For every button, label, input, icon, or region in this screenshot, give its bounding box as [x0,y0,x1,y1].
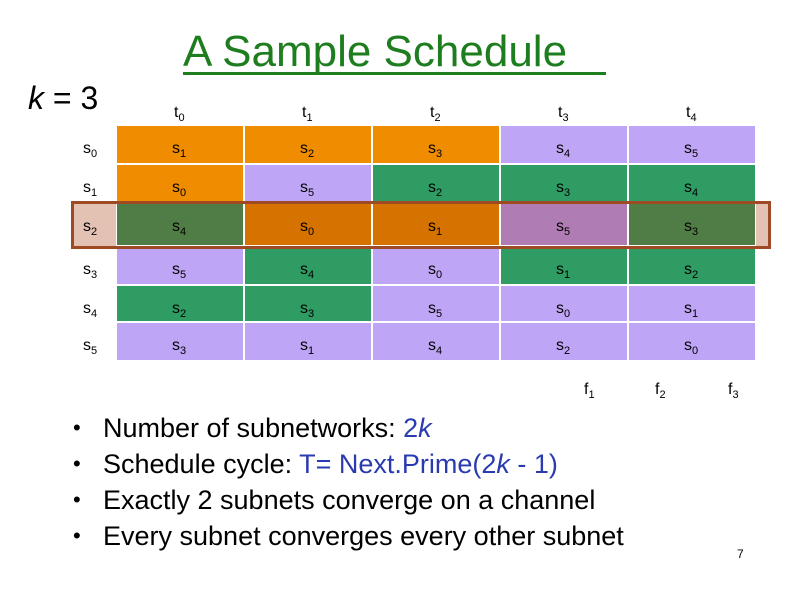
bullet-converge-subnet: Every subnet converges every other subne… [70,518,624,554]
frequency-label-f2: f2 [655,381,666,401]
cell-label: s0 [684,337,699,357]
cell-label: s1 [684,300,699,320]
cell-label: s3 [556,179,571,199]
schedule-cell [244,203,372,246]
schedule-cell [116,125,244,164]
page-number: 7 [737,547,744,561]
cell-label: s5 [556,218,571,238]
cell-label: s4 [428,337,443,357]
row-highlight-border [71,201,771,249]
bullet-text: Number of subnetworks: [103,413,404,443]
schedule-cell [372,164,500,203]
cell-label: s0 [428,261,443,281]
bullet-text: Schedule cycle: [103,449,300,479]
cell-label: s5 [300,179,315,199]
schedule-cell [116,203,244,246]
column-header-t3: t3 [558,104,569,124]
cell-label: s4 [684,179,699,199]
cell-label: s0 [300,218,315,238]
cell-label: s4 [556,140,571,160]
k-variable: k [28,80,44,116]
row-header-s0: s0 [83,140,98,160]
cell-label: s5 [428,300,443,320]
schedule-cell [372,203,500,246]
column-header-t1: t1 [302,104,313,124]
column-header-t4: t4 [686,104,697,124]
bullet-formula: T= Next.Prime(2k - 1) [299,449,558,479]
schedule-cell [116,285,244,322]
schedule-cell [500,246,628,285]
cell-label: s3 [300,300,315,320]
schedule-cell [116,246,244,285]
bullet-converge-channel: Exactly 2 subnets converge on a channel [70,482,624,518]
cell-label: s3 [172,337,187,357]
cell-label: s1 [172,140,187,160]
formula-pre: T= Next.Prime(2 [299,449,497,479]
row-header-s5: s5 [83,337,98,357]
schedule-cell [628,125,756,164]
schedule-cell [372,322,500,361]
cell-label: s4 [172,218,187,238]
schedule-cell [500,164,628,203]
schedule-cell [500,322,628,361]
schedule-cell [372,285,500,322]
cell-label: s4 [300,261,315,281]
schedule-cell [116,164,244,203]
column-header-t0: t0 [174,104,185,124]
schedule-cell [244,322,372,361]
bullet-text: Every subnet converges every other subne… [103,521,624,551]
cell-label: s2 [684,261,699,281]
formula-var: k [418,413,432,443]
formula-pre: 2 [403,413,419,443]
cell-label: s3 [684,218,699,238]
row-header-s4: s4 [83,300,98,320]
cell-label: s1 [428,218,443,238]
row-header-s3: s3 [83,261,98,281]
bullet-formula: 2k [403,413,432,443]
formula-var: k [496,449,510,479]
row-header-s2: s2 [83,218,98,238]
bullet-text: Exactly 2 subnets converge on a channel [103,485,596,515]
cell-label: s3 [428,140,443,160]
frequency-label-f1: f1 [584,381,595,401]
bullet-schedule-cycle: Schedule cycle: T= Next.Prime(2k - 1) [70,446,624,482]
schedule-cell [372,246,500,285]
k-number: 3 [80,80,99,116]
cell-label: s2 [300,140,315,160]
cell-label: s2 [172,300,187,320]
cell-label: s5 [684,140,699,160]
schedule-cell [372,125,500,164]
cell-label: s1 [556,261,571,281]
column-header-t2: t2 [430,104,441,124]
title-underline [183,72,606,75]
cell-label: s2 [428,179,443,199]
cell-label: s0 [172,179,187,199]
cell-label: s1 [300,337,315,357]
k-equals: = [44,80,81,116]
cell-label: s5 [172,261,187,281]
frequency-label-f3: f3 [728,381,739,401]
schedule-cell [244,285,372,322]
formula-post: - 1) [509,449,558,479]
k-value-label: k = 3 [28,78,98,118]
schedule-cell [628,322,756,361]
cell-label: s0 [556,300,571,320]
slide-title: A Sample Schedule [183,27,568,76]
bullet-list: Number of subnetworks: 2k Schedule cycle… [70,410,624,554]
schedule-cell [116,322,244,361]
bullet-subnetworks: Number of subnetworks: 2k [70,410,624,446]
schedule-cell [628,285,756,322]
schedule-cell [500,285,628,322]
schedule-cell [500,203,628,246]
row-header-s1: s1 [83,179,98,199]
schedule-cell [244,125,372,164]
cell-label: s2 [556,337,571,357]
schedule-cell [500,125,628,164]
schedule-cell [244,164,372,203]
